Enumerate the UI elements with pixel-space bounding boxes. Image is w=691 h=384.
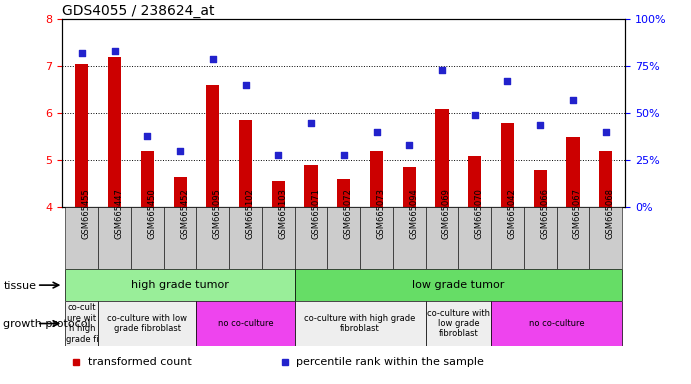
Text: transformed count: transformed count	[88, 357, 191, 367]
Text: GSM665450: GSM665450	[147, 188, 156, 239]
Bar	[360, 207, 393, 269]
Point	[338, 152, 349, 158]
Text: GSM665103: GSM665103	[278, 188, 287, 239]
Bar	[164, 207, 196, 269]
Bar	[533, 170, 547, 384]
Text: GSM665072: GSM665072	[343, 188, 353, 239]
Bar	[435, 109, 448, 384]
Point	[240, 82, 251, 88]
Point	[273, 152, 284, 158]
Text: percentile rank within the sample: percentile rank within the sample	[296, 357, 484, 367]
Text: co-culture with
low grade
fibroblast: co-culture with low grade fibroblast	[427, 309, 490, 338]
Bar	[108, 57, 121, 384]
Bar	[66, 269, 294, 301]
Text: co-culture with high grade
fibroblast: co-culture with high grade fibroblast	[305, 314, 416, 333]
Bar	[370, 151, 383, 384]
Text: GDS4055 / 238624_at: GDS4055 / 238624_at	[62, 4, 215, 18]
Text: GSM665071: GSM665071	[311, 188, 320, 239]
Bar	[501, 123, 514, 384]
Bar	[294, 301, 426, 346]
Bar	[491, 301, 622, 346]
Bar	[403, 167, 416, 384]
Bar	[328, 207, 360, 269]
Text: tissue: tissue	[3, 281, 37, 291]
Bar	[272, 182, 285, 384]
Text: growth protocol: growth protocol	[3, 319, 91, 329]
Bar	[294, 269, 622, 301]
Point	[502, 78, 513, 84]
Bar	[556, 207, 589, 269]
Point	[109, 48, 120, 54]
Text: GSM665067: GSM665067	[573, 188, 582, 239]
Bar	[229, 207, 262, 269]
Bar	[206, 85, 219, 384]
Bar	[239, 120, 252, 384]
Text: GSM665102: GSM665102	[245, 188, 254, 239]
Point	[404, 142, 415, 148]
Text: GSM665073: GSM665073	[377, 188, 386, 239]
Text: GSM665068: GSM665068	[606, 188, 615, 239]
Text: GSM665069: GSM665069	[442, 188, 451, 239]
Bar	[393, 207, 426, 269]
Point	[305, 120, 316, 126]
Text: no co-culture: no co-culture	[529, 319, 585, 328]
Point	[207, 56, 218, 62]
Point	[600, 129, 612, 135]
Point	[371, 129, 382, 135]
Text: no co-culture: no co-culture	[218, 319, 274, 328]
Bar	[294, 207, 328, 269]
Bar	[567, 137, 580, 384]
Text: GSM665094: GSM665094	[409, 188, 418, 239]
Point	[142, 133, 153, 139]
Point	[437, 67, 448, 73]
Bar	[141, 151, 154, 384]
Bar	[66, 207, 98, 269]
Bar	[426, 207, 458, 269]
Bar	[262, 207, 294, 269]
Text: low grade tumor: low grade tumor	[413, 280, 504, 290]
Text: GSM665452: GSM665452	[180, 188, 189, 239]
Point	[535, 121, 546, 127]
Bar	[75, 64, 88, 384]
Bar	[196, 207, 229, 269]
Point	[469, 112, 480, 118]
Bar	[524, 207, 556, 269]
Bar	[458, 207, 491, 269]
Bar	[468, 156, 482, 384]
Text: GSM665447: GSM665447	[115, 188, 124, 239]
Bar	[589, 207, 622, 269]
Text: GSM665042: GSM665042	[507, 188, 516, 239]
Text: GSM665070: GSM665070	[475, 188, 484, 239]
Bar	[426, 301, 491, 346]
Bar	[66, 301, 98, 346]
Text: GSM665066: GSM665066	[540, 188, 549, 239]
Bar	[196, 301, 294, 346]
Text: co-culture with low
grade fibroblast: co-culture with low grade fibroblast	[107, 314, 187, 333]
Point	[567, 97, 578, 103]
Bar	[491, 207, 524, 269]
Bar	[98, 301, 196, 346]
Bar	[599, 151, 612, 384]
Bar	[98, 207, 131, 269]
Bar	[305, 165, 318, 384]
Bar	[131, 207, 164, 269]
Text: high grade tumor: high grade tumor	[131, 280, 229, 290]
Bar	[173, 177, 187, 384]
Text: co-cult
ure wit
h high
grade fi: co-cult ure wit h high grade fi	[66, 303, 98, 344]
Bar	[337, 179, 350, 384]
Point	[76, 50, 87, 56]
Text: GSM665095: GSM665095	[213, 188, 222, 239]
Point	[175, 148, 186, 154]
Text: GSM665455: GSM665455	[82, 188, 91, 239]
